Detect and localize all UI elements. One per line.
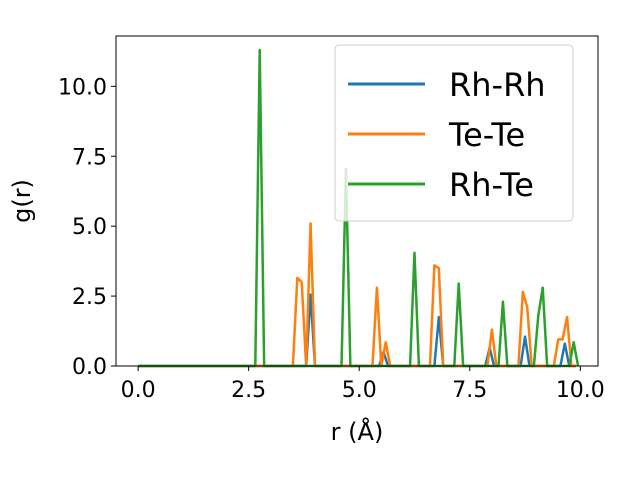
- y-tick-label: 10.0: [58, 75, 107, 100]
- y-tick-label: 0.0: [72, 355, 107, 380]
- legend-label-rh-te: Rh-Te: [449, 166, 534, 204]
- x-tick-label: 7.5: [452, 378, 487, 403]
- y-tick-label: 2.5: [72, 285, 107, 310]
- plot-area: [115, 35, 599, 368]
- legend: Rh-Rh Te-Te Rh-Te: [334, 44, 574, 222]
- axes-frame: [115, 35, 599, 367]
- series-line-te-te: [138, 222, 576, 368]
- x-axis-ticks: 0.0 2.5 5.0 7.5 10.0: [121, 366, 605, 403]
- legend-box: [334, 44, 574, 222]
- y-axis-label: g(r): [8, 179, 36, 223]
- series-line-rh-rh: [138, 293, 576, 368]
- x-tick-label: 5.0: [342, 378, 377, 403]
- x-tick-label: 2.5: [231, 378, 266, 403]
- x-tick-label: 0.0: [121, 378, 156, 403]
- y-tick-label: 5.0: [72, 215, 107, 240]
- x-tick-label: 10.0: [556, 378, 605, 403]
- legend-label-te-te: Te-Te: [448, 116, 525, 154]
- legend-label-rh-rh: Rh-Rh: [449, 66, 546, 104]
- x-axis-label: r (Å): [331, 417, 384, 446]
- y-axis-ticks: 0.0 2.5 5.0 7.5 10.0: [58, 75, 116, 380]
- y-tick-label: 7.5: [72, 145, 107, 170]
